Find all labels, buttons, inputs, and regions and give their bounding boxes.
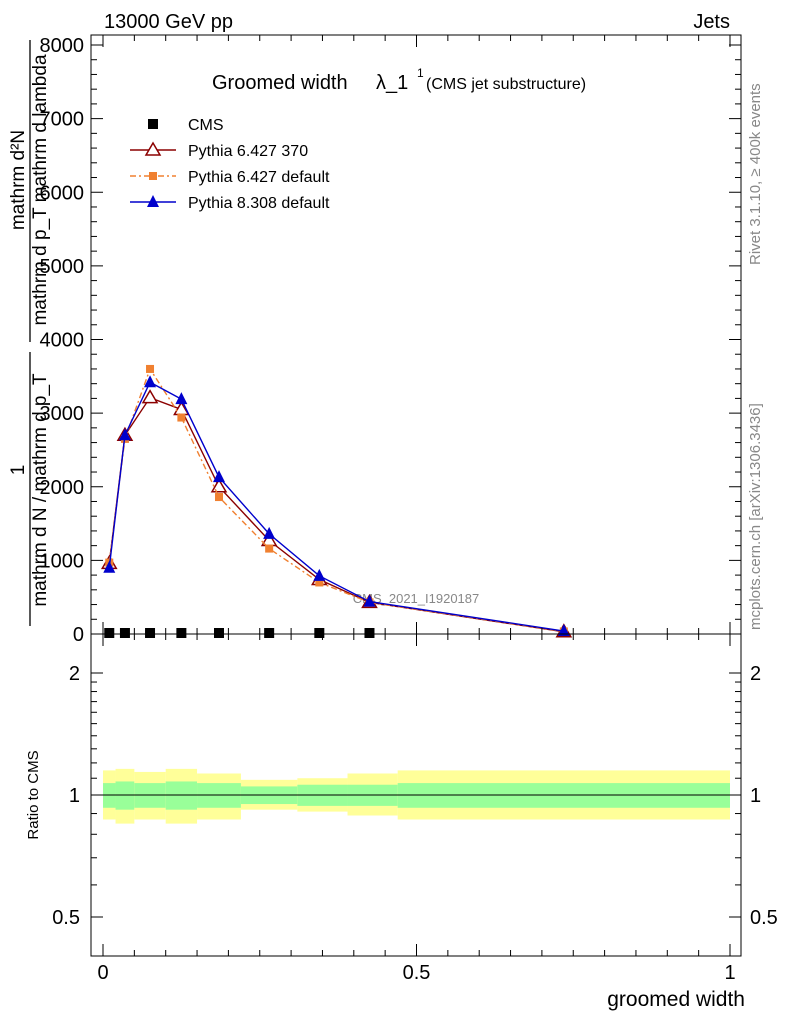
y-tick-label: 6000 [40, 182, 85, 204]
y-label-numerator: mathrm d²N [8, 130, 29, 230]
main-y-axis-label: 1 mathrm d N / mathrm d p_T mathrm d²N m… [8, 40, 51, 626]
legend-entry-label: Pythia 6.427 default [188, 169, 330, 186]
plot-title: Groomed width λ_1 1 (CMS jet substructur… [212, 66, 586, 94]
pythia6-default-point [177, 413, 186, 422]
series-3 [103, 375, 570, 637]
pythia8-default-point [118, 428, 131, 441]
pythia6-default-point [146, 364, 155, 373]
ratio-axis-ticks: 0.5 0.5 1 1 2 2 [52, 663, 778, 929]
ratio-y-tick-label: 2 [69, 663, 80, 685]
ratio-inner-band [165, 781, 198, 810]
pythia6-370-point [144, 141, 162, 156]
pythia8-default-point [212, 470, 225, 483]
cms-data-point [104, 628, 115, 638]
x-axis-label: groomed width [607, 988, 745, 1011]
pythia8-default-point [147, 195, 159, 207]
analysis-watermark: CMS_2021_I1920187 [353, 591, 480, 606]
legend-entry-label: CMS [188, 117, 224, 134]
pythia8-default-point [103, 560, 116, 573]
pythia8-default-point [313, 568, 326, 581]
ratio-y-tick-label-right: 1 [750, 785, 761, 807]
mcplots-reference-label: mcplots.cern.ch [arXiv:1306.3436] [747, 403, 764, 630]
plot-title-symbol: λ_1 [376, 72, 408, 94]
pythia8-default-point [144, 375, 157, 388]
series-1 [100, 389, 573, 638]
plot-subtitle: (CMS jet substructure) [426, 76, 586, 93]
pythia8-default-point [263, 526, 276, 539]
pythia8-default-point [175, 392, 188, 405]
legend-entry-label: Pythia 8.308 default [188, 195, 330, 212]
legend-entry-label: Pythia 6.427 370 [188, 143, 308, 160]
y-tick-label: 4000 [40, 330, 85, 352]
cms-data-point [364, 628, 375, 638]
y-tick-label: 2000 [40, 477, 85, 499]
x-tick-label: 0.5 [403, 962, 431, 984]
y-label-prefix-denominator: mathrm d N / mathrm d p_T [30, 373, 51, 607]
pythia6-default-point [315, 578, 324, 587]
x-axis-ticks: 0 0.5 1 [97, 35, 736, 984]
main-series-group [100, 364, 573, 638]
pythia6-370-point [210, 478, 228, 493]
series-0 [104, 628, 375, 638]
series-2 [105, 364, 568, 636]
pythia8-default-point [363, 594, 376, 607]
plot-title-superscript: 1 [417, 66, 424, 80]
x-tick-label: 0 [97, 962, 108, 984]
energy-label: 13000 GeV pp [104, 11, 233, 33]
series-line [108, 367, 564, 633]
ratio-y-tick-label: 1 [69, 785, 80, 807]
cms-data-point [148, 119, 158, 129]
ratio-bands-group [103, 768, 730, 824]
series-line [108, 396, 564, 633]
y-tick-label: 0 [73, 624, 84, 646]
cms-data-point [213, 628, 224, 638]
ratio-inner-band [115, 781, 135, 810]
pythia8-default-point [557, 624, 570, 637]
y-tick-label: 1000 [40, 550, 85, 572]
y-label-denominator: mathrm d p_T mathrm d lambda [30, 54, 51, 325]
y-tick-label: 8000 [40, 35, 85, 57]
pythia6-370-point [141, 389, 159, 404]
pythia6-default-point [214, 493, 223, 502]
ratio-y-tick-label-right: 0.5 [750, 907, 778, 929]
cms-data-point [145, 628, 156, 638]
pythia6-default-point [265, 544, 274, 553]
x-tick-label: 1 [724, 962, 735, 984]
y-label-prefix-numerator: 1 [8, 465, 29, 476]
main-axis-ticks: 0 1000 2000 3000 4000 5000 6000 7000 8000 [40, 35, 741, 646]
ratio-y-axis-label: Ratio to CMS [25, 750, 42, 839]
pythia6-default-point [149, 172, 157, 180]
ratio-y-tick-label-right: 2 [750, 663, 761, 685]
plot-title-text: Groomed width [212, 72, 348, 94]
y-tick-label: 3000 [40, 403, 85, 425]
y-tick-label: 7000 [40, 109, 85, 131]
cms-data-point [264, 628, 275, 638]
category-label: Jets [693, 11, 730, 33]
y-tick-label: 5000 [40, 256, 85, 278]
legend: CMS Pythia 6.427 370 Pythia 6.427 default P… [130, 117, 330, 212]
cms-data-point [119, 628, 130, 638]
rivet-version-label: Rivet 3.1.10, ≥ 400k events [747, 83, 764, 265]
ratio-y-tick-label: 0.5 [52, 907, 80, 929]
cms-data-point [176, 628, 187, 638]
cms-data-point [314, 628, 325, 638]
